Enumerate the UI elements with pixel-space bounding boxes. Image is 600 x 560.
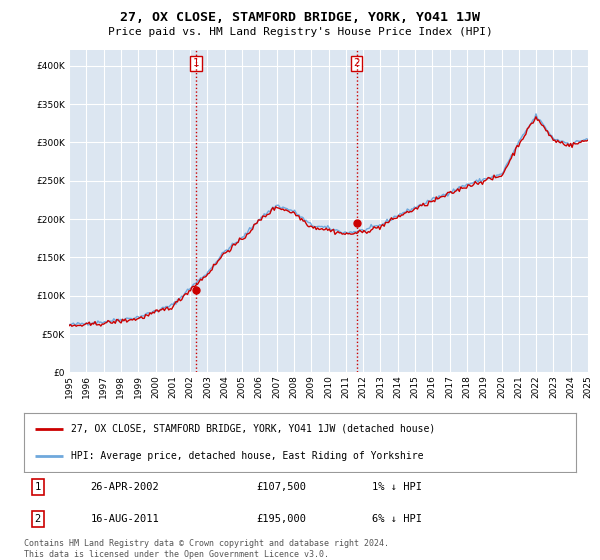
Text: 1: 1	[35, 482, 41, 492]
Text: 27, OX CLOSE, STAMFORD BRIDGE, YORK, YO41 1JW (detached house): 27, OX CLOSE, STAMFORD BRIDGE, YORK, YO4…	[71, 423, 435, 433]
Text: £195,000: £195,000	[256, 514, 306, 524]
Text: 27, OX CLOSE, STAMFORD BRIDGE, YORK, YO41 1JW: 27, OX CLOSE, STAMFORD BRIDGE, YORK, YO4…	[120, 11, 480, 24]
Text: 1: 1	[193, 58, 199, 68]
Text: 2: 2	[353, 58, 360, 68]
Text: 1% ↓ HPI: 1% ↓ HPI	[372, 482, 422, 492]
Text: £107,500: £107,500	[256, 482, 306, 492]
Text: 2: 2	[35, 514, 41, 524]
Text: HPI: Average price, detached house, East Riding of Yorkshire: HPI: Average price, detached house, East…	[71, 451, 424, 461]
Text: 6% ↓ HPI: 6% ↓ HPI	[372, 514, 422, 524]
Text: Price paid vs. HM Land Registry's House Price Index (HPI): Price paid vs. HM Land Registry's House …	[107, 27, 493, 37]
Text: 16-AUG-2011: 16-AUG-2011	[90, 514, 159, 524]
Text: 26-APR-2002: 26-APR-2002	[90, 482, 159, 492]
Text: Contains HM Land Registry data © Crown copyright and database right 2024.
This d: Contains HM Land Registry data © Crown c…	[24, 539, 389, 559]
